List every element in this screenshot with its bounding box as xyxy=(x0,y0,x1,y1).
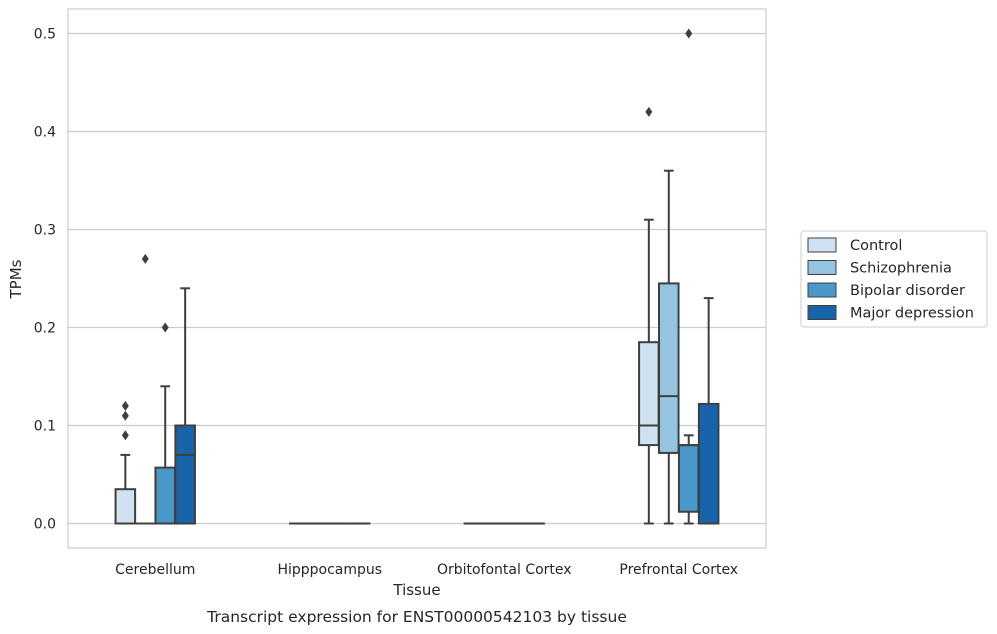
legend-frame xyxy=(800,230,988,328)
x-tick-label: Cerebellum xyxy=(115,562,195,578)
outlier-point xyxy=(685,28,693,39)
box-body xyxy=(638,341,660,447)
box-0-3 xyxy=(638,106,660,525)
y-tick-labels: 0.0 0.1 0.2 0.3 0.4 0.5 xyxy=(34,27,56,533)
box-2-0 xyxy=(154,322,176,525)
legend-label: Control xyxy=(850,238,902,254)
legend-swatch xyxy=(807,282,837,298)
y-tick-label: 0.4 xyxy=(34,125,56,141)
legend-swatch xyxy=(807,260,837,275)
box-body xyxy=(697,402,720,525)
box-body xyxy=(174,424,196,525)
x-tick-label: Orbitofontal Cortex xyxy=(437,562,572,578)
box-body xyxy=(677,444,700,513)
legend-label: Major depression xyxy=(850,306,974,322)
y-tick-label: 0.3 xyxy=(34,223,56,239)
y-axis-title: TPMs xyxy=(7,259,25,299)
legend-swatch xyxy=(807,237,837,253)
outlier-point xyxy=(141,253,149,264)
x-tick-label: Hipppocampus xyxy=(277,562,382,578)
legend-label: Bipolar disorder xyxy=(850,283,965,299)
outlier-point xyxy=(121,400,129,411)
legend-label: Schizophrenia xyxy=(850,261,952,277)
box-body xyxy=(658,282,680,454)
outlier-point xyxy=(121,430,129,441)
y-tick-label: 0.5 xyxy=(34,27,56,43)
box-body xyxy=(154,466,176,525)
box-3-3 xyxy=(697,297,720,525)
box-2-3 xyxy=(677,28,700,525)
y-tick-label: 0.2 xyxy=(34,321,56,337)
plot-frame xyxy=(67,8,767,549)
box-1-3 xyxy=(658,169,680,525)
plot-area xyxy=(114,28,720,525)
legend-swatch xyxy=(807,305,837,320)
x-tick-label: Prefrontal Cortex xyxy=(619,562,738,578)
box-body xyxy=(114,488,137,525)
y-tick-label: 0.1 xyxy=(34,419,56,435)
box-3-0 xyxy=(174,287,196,525)
y-tick-label: 0.0 xyxy=(34,517,56,533)
box-0-0 xyxy=(114,400,137,525)
chart-caption: Transcript expression for ENST0000054210… xyxy=(206,608,627,626)
outlier-point xyxy=(121,410,129,421)
x-axis-title: Tissue xyxy=(392,581,440,599)
x-tick-labels: Cerebellum Hipppocampus Orbitofontal Corte… xyxy=(115,562,738,578)
legend: Control Schizophrenia Bipolar disorder Majo… xyxy=(800,230,988,328)
box-1-0 xyxy=(134,253,157,525)
outlier-point xyxy=(645,106,653,117)
outlier-point xyxy=(161,322,169,333)
